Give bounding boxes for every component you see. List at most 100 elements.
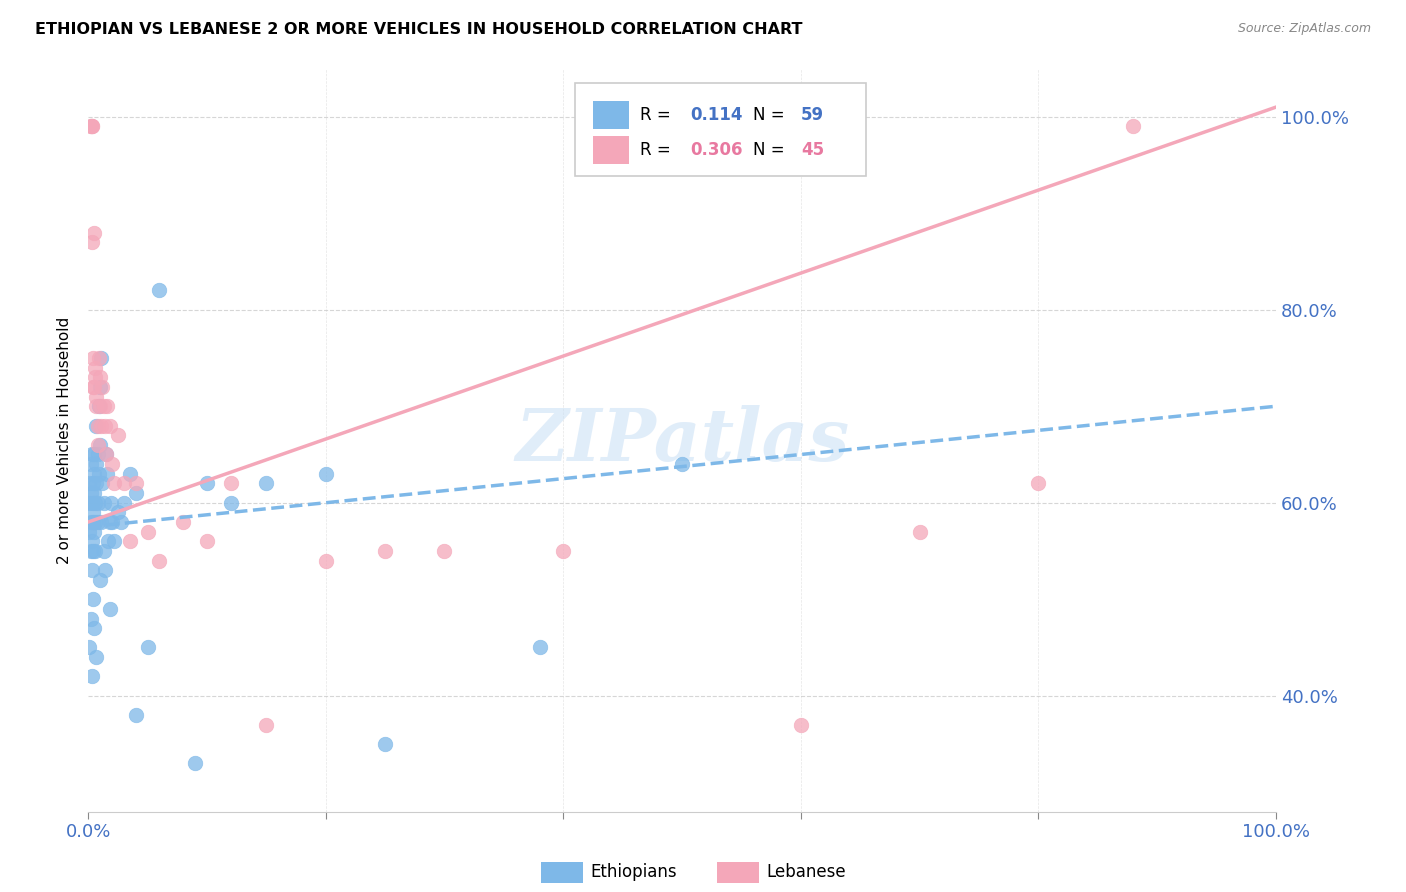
Point bbox=[79, 120, 101, 134]
Point bbox=[80, 120, 103, 134]
Point bbox=[136, 640, 159, 655]
Point bbox=[83, 226, 105, 240]
Point bbox=[91, 476, 114, 491]
Point bbox=[80, 669, 103, 683]
Point bbox=[98, 515, 121, 529]
Point bbox=[79, 640, 101, 655]
Point bbox=[79, 486, 101, 500]
Point bbox=[433, 544, 456, 558]
Point bbox=[80, 235, 103, 250]
Point bbox=[671, 457, 693, 471]
Point bbox=[124, 708, 146, 723]
Point bbox=[83, 524, 105, 539]
Point bbox=[82, 592, 104, 607]
Text: ETHIOPIAN VS LEBANESE 2 OR MORE VEHICLES IN HOUSEHOLD CORRELATION CHART: ETHIOPIAN VS LEBANESE 2 OR MORE VEHICLES… bbox=[35, 22, 803, 37]
Point bbox=[79, 544, 101, 558]
Point bbox=[94, 448, 117, 462]
Point bbox=[89, 573, 111, 587]
Point bbox=[80, 448, 103, 462]
Point bbox=[1122, 120, 1144, 134]
Point bbox=[195, 534, 218, 549]
Point bbox=[124, 476, 146, 491]
Point bbox=[86, 476, 108, 491]
Point bbox=[529, 640, 551, 655]
Text: R =: R = bbox=[641, 106, 671, 124]
Text: 45: 45 bbox=[801, 141, 824, 160]
Point bbox=[82, 505, 104, 519]
Bar bbox=[593, 101, 628, 129]
Point bbox=[87, 351, 110, 365]
Point bbox=[93, 496, 115, 510]
Point bbox=[91, 380, 114, 394]
Point bbox=[83, 621, 105, 635]
Text: N =: N = bbox=[754, 106, 785, 124]
Point bbox=[86, 418, 108, 433]
Point bbox=[89, 370, 111, 384]
Point bbox=[79, 457, 101, 471]
Point bbox=[90, 515, 112, 529]
Point bbox=[103, 476, 125, 491]
Point bbox=[89, 399, 111, 413]
Point bbox=[86, 496, 108, 510]
Point bbox=[83, 448, 105, 462]
Point bbox=[124, 486, 146, 500]
Text: ZIPatlas: ZIPatlas bbox=[515, 404, 849, 475]
Point bbox=[84, 496, 107, 510]
Point bbox=[80, 496, 103, 510]
Point bbox=[553, 544, 575, 558]
Point bbox=[83, 486, 105, 500]
Point bbox=[112, 476, 135, 491]
Text: R =: R = bbox=[641, 141, 671, 160]
Point bbox=[94, 563, 117, 577]
Text: 59: 59 bbox=[801, 106, 824, 124]
Point bbox=[80, 534, 103, 549]
Point bbox=[82, 351, 104, 365]
Point bbox=[79, 611, 101, 625]
Point bbox=[136, 524, 159, 539]
Point bbox=[79, 524, 101, 539]
Point bbox=[79, 120, 101, 134]
Point bbox=[254, 717, 277, 731]
Point bbox=[94, 418, 117, 433]
Text: N =: N = bbox=[754, 141, 785, 160]
Text: Lebanese: Lebanese bbox=[766, 863, 846, 881]
Point bbox=[80, 563, 103, 577]
Point bbox=[118, 534, 141, 549]
Point bbox=[374, 544, 396, 558]
Point bbox=[90, 418, 112, 433]
Point bbox=[80, 120, 103, 134]
Point bbox=[86, 448, 108, 462]
Point bbox=[107, 428, 129, 442]
Point bbox=[86, 457, 108, 471]
Text: Source: ZipAtlas.com: Source: ZipAtlas.com bbox=[1237, 22, 1371, 36]
Point bbox=[98, 602, 121, 616]
Point bbox=[87, 467, 110, 481]
Point bbox=[79, 515, 101, 529]
Point bbox=[219, 496, 242, 510]
Point bbox=[84, 544, 107, 558]
Point bbox=[84, 370, 107, 384]
Point bbox=[112, 496, 135, 510]
Point bbox=[82, 380, 104, 394]
Point bbox=[86, 399, 108, 413]
Point bbox=[101, 457, 124, 471]
Point bbox=[908, 524, 931, 539]
Point bbox=[82, 515, 104, 529]
Y-axis label: 2 or more Vehicles in Household: 2 or more Vehicles in Household bbox=[58, 317, 72, 564]
Point bbox=[86, 515, 108, 529]
Point bbox=[89, 380, 111, 394]
Point bbox=[315, 554, 337, 568]
Point bbox=[98, 418, 121, 433]
Point bbox=[315, 467, 337, 481]
Text: Ethiopians: Ethiopians bbox=[591, 863, 678, 881]
FancyBboxPatch shape bbox=[575, 83, 866, 177]
Point bbox=[83, 380, 105, 394]
Point bbox=[148, 284, 170, 298]
Point bbox=[87, 399, 110, 413]
Point bbox=[90, 351, 112, 365]
Point bbox=[172, 515, 194, 529]
Point bbox=[79, 476, 101, 491]
Point bbox=[86, 418, 108, 433]
Point bbox=[254, 476, 277, 491]
Point bbox=[96, 467, 118, 481]
